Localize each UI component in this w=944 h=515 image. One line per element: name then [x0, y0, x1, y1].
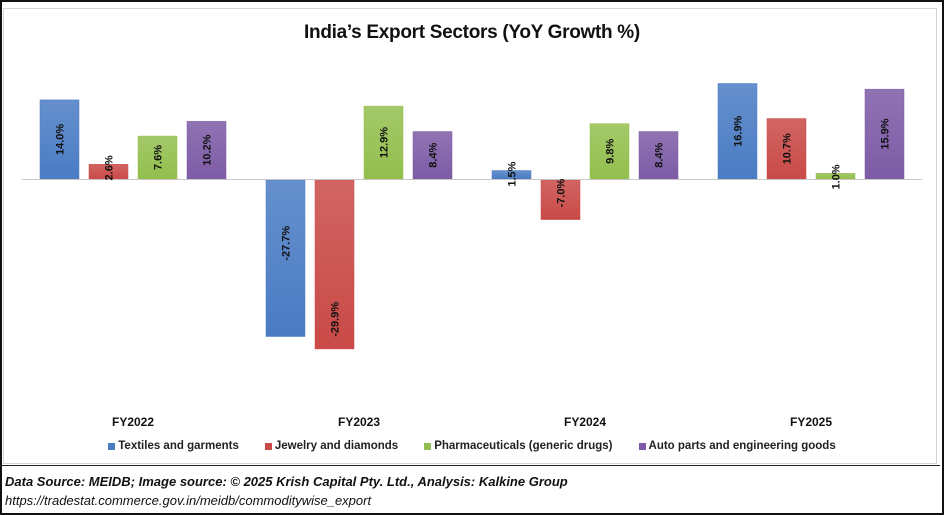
- chart-area: [3, 8, 937, 464]
- legend-label: Textiles and garments: [118, 440, 239, 452]
- legend-swatch: [424, 442, 432, 450]
- data-source-note: Data Source: MEIDB; Image source: © 2025…: [5, 474, 568, 489]
- data-label: 10.7%: [782, 133, 794, 164]
- data-label: 16.9%: [733, 115, 745, 146]
- legend-swatch: [638, 442, 646, 450]
- footer-divider: [0, 465, 940, 466]
- bar-fy2023-series-3: [412, 131, 453, 180]
- data-label: 14.0%: [55, 124, 67, 155]
- bar-fy2025-series-1: [766, 118, 807, 180]
- x-tick-label: FY2022: [112, 415, 154, 429]
- x-tick-label: FY2024: [564, 415, 606, 429]
- bar-fy2024-series-3: [638, 131, 679, 180]
- bar-fy2023-series-2: [363, 105, 404, 180]
- bar-fy2023-series-1: [314, 179, 355, 350]
- data-label: 10.2%: [202, 134, 214, 165]
- data-label: 1.0%: [831, 164, 843, 189]
- legend-item-textiles: Textiles and garments: [108, 440, 239, 452]
- x-tick-label: FY2023: [338, 415, 380, 429]
- legend-swatch: [264, 442, 272, 450]
- plot-area: 14.0% 2.6% 7.6% 10.2% -27.7% -29.9% 12.9% 8.4% 1…: [22, 83, 922, 429]
- legend-item-auto-parts: Auto parts and engineering goods: [638, 440, 836, 452]
- source-url: https://tradestat.commerce.gov.in/meidb/…: [5, 493, 372, 508]
- data-label: 9.8%: [605, 139, 617, 164]
- data-label: 7.6%: [153, 145, 165, 170]
- bar-fy2024-series-2: [589, 123, 630, 180]
- legend-label: Jewelry and diamonds: [274, 440, 399, 452]
- bar-fy2022-series-0: [39, 99, 80, 180]
- data-label: 8.4%: [654, 143, 666, 168]
- bar-fy2024-series-1: [540, 179, 581, 220]
- legend-item-pharmaceuticals: Pharmaceuticals (generic drugs): [424, 440, 613, 452]
- legend-swatch: [108, 442, 116, 450]
- bar-fy2025-series-3: [864, 88, 905, 180]
- data-label: 1.5%: [507, 161, 519, 186]
- data-label: 12.9%: [379, 127, 391, 158]
- legend: Textiles and garments Jewelry and diamon…: [0, 440, 944, 452]
- x-tick-label: FY2025: [790, 415, 832, 429]
- data-label: -7.0%: [556, 178, 568, 207]
- data-label: -27.7%: [281, 226, 293, 261]
- bar-fy2023-series-0: [265, 179, 306, 337]
- legend-label: Pharmaceuticals (generic drugs): [434, 440, 613, 452]
- data-label: 8.4%: [428, 143, 440, 168]
- legend-label: Auto parts and engineering goods: [648, 440, 836, 452]
- data-label: 15.9%: [880, 118, 892, 149]
- data-label: -29.9%: [330, 302, 342, 337]
- chart-title: India’s Export Sectors (YoY Growth %): [304, 22, 640, 43]
- data-label: 2.6%: [104, 155, 116, 180]
- bar-fy2025-series-0: [717, 83, 758, 180]
- legend-item-jewelry: Jewelry and diamonds: [264, 440, 399, 452]
